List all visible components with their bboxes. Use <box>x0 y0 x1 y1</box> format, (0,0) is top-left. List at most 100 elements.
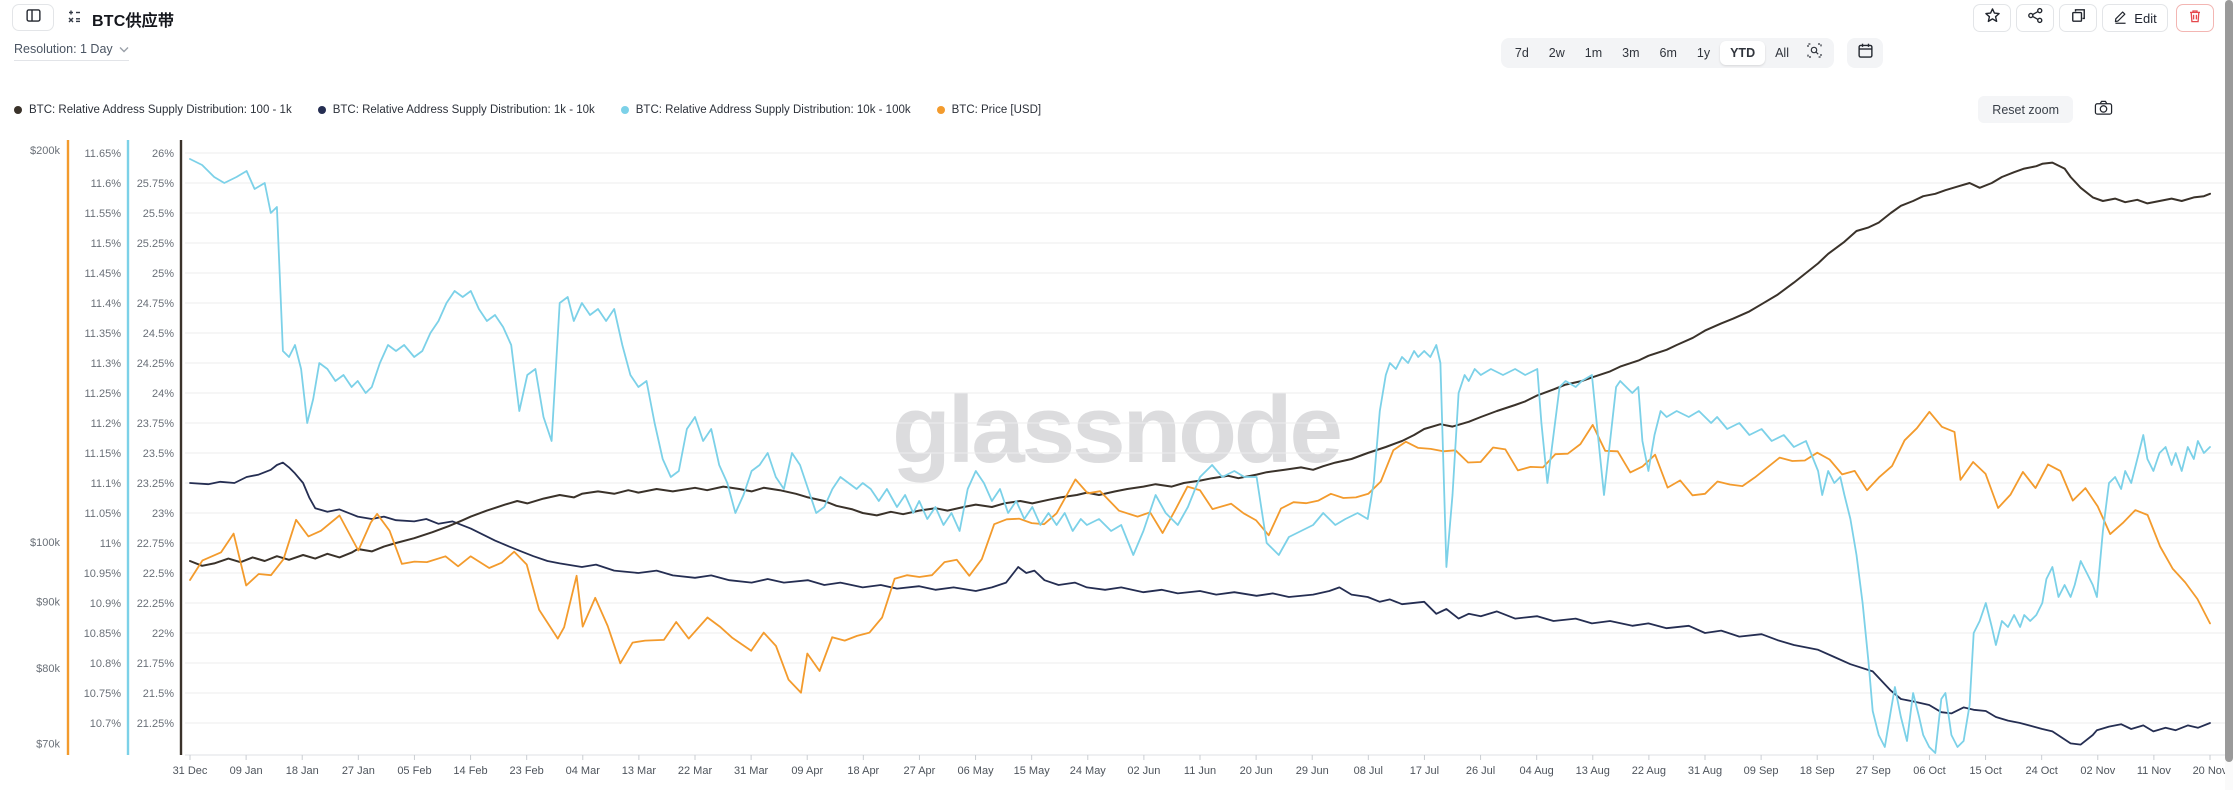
x-axis-label: 22 Aug <box>1632 765 1666 777</box>
calendar-icon <box>1857 42 1874 64</box>
y-axis-label: 11.3% <box>91 358 122 370</box>
grid-lines <box>185 152 2226 724</box>
y-axis-label: 22.25% <box>137 598 175 610</box>
legend-item[interactable]: BTC: Relative Address Supply Distributio… <box>317 104 595 116</box>
y-axis-label: 24.5% <box>143 328 174 340</box>
y-axis-label: 11.25% <box>85 388 122 400</box>
axis-labels: $200k $100k $90k $80k $70k 11.65% 11.6% 11.55% 1… <box>30 145 2228 777</box>
legend-item[interactable]: BTC: Price [USD] <box>936 104 1042 116</box>
scrollbar-thumb[interactable] <box>2225 0 2233 762</box>
range-button-2w[interactable]: 2w <box>1548 46 1565 60</box>
legend-label: BTC: Relative Address Supply Distributio… <box>332 104 595 116</box>
scrollbar[interactable] <box>2225 0 2233 790</box>
y-axis-label: $90k <box>36 597 60 609</box>
y-axis-label: 21.25% <box>137 718 175 730</box>
chevron-down-icon <box>119 42 129 56</box>
y-axis-label: 11% <box>100 538 121 550</box>
y-axis-label: 10.7% <box>90 718 121 730</box>
range-button-7d[interactable]: 7d <box>1514 46 1529 60</box>
share-icon <box>2027 7 2044 29</box>
edit-button[interactable]: Edit <box>2102 4 2168 32</box>
x-axis-label: 02 Jun <box>1127 765 1160 777</box>
x-axis-label: 15 May <box>1014 765 1051 777</box>
camera-icon <box>2094 98 2113 122</box>
y-axis-label: 23.75% <box>137 418 175 430</box>
x-axis-label: 26 Jul <box>1466 765 1495 777</box>
x-axis-label: 09 Sep <box>1744 765 1779 777</box>
range-button-1y[interactable]: 1y <box>1696 46 1711 60</box>
reset-zoom-label: Reset zoom <box>1992 102 2059 117</box>
x-axis-label: 11 Jun <box>1184 765 1216 777</box>
y-axis-label: 21.5% <box>143 688 174 700</box>
legend-item[interactable]: BTC: Relative Address Supply Distributio… <box>620 104 911 116</box>
y-axis-label: 11.35% <box>85 328 122 340</box>
x-axis-label: 04 Mar <box>566 765 601 777</box>
y-axis-label: 23.5% <box>143 448 174 460</box>
y-axis-label: 11.4% <box>91 298 122 310</box>
y-axis-label: 11.2% <box>91 418 122 430</box>
copy-icon <box>2070 7 2087 29</box>
y-axis-label: $80k <box>36 663 60 675</box>
y-axis-label: 25.75% <box>137 178 175 190</box>
duplicate-button[interactable] <box>2059 4 2097 32</box>
series-line <box>189 161 2211 567</box>
x-axis-label: 09 Jan <box>230 765 263 777</box>
edit-label: Edit <box>2134 10 2157 26</box>
sidebar-toggle-button[interactable] <box>12 4 54 31</box>
series-line <box>189 410 2211 694</box>
y-axis-label: $200k <box>30 145 60 157</box>
resolution-dropdown[interactable]: Resolution: 1 Day <box>14 42 129 61</box>
x-axis-label: 23 Feb <box>510 765 544 777</box>
y-axis-label: 25.5% <box>143 208 174 220</box>
y-axis-label: $70k <box>36 739 60 751</box>
panel-icon <box>25 7 42 29</box>
legend-label: BTC: Price [USD] <box>951 104 1042 116</box>
y-axis-label: 10.75% <box>84 688 122 700</box>
y-axis-label: 11.65% <box>85 148 122 160</box>
camera-button[interactable] <box>2091 98 2115 122</box>
x-axis-label: 27 Apr <box>904 765 936 777</box>
x-axis-label: 13 Mar <box>622 765 657 777</box>
legend-item[interactable]: BTC: Relative Address Supply Distributio… <box>14 104 292 116</box>
y-axis-label: 22.75% <box>137 538 175 550</box>
chart-canvas[interactable]: glassnode $200k $100k $90k $80k $70k 11.65% 11… <box>0 130 2233 790</box>
calendar-button[interactable] <box>1847 38 1883 68</box>
range-button-3m[interactable]: 3m <box>1622 46 1640 60</box>
zoom-area-icon <box>1807 43 1822 63</box>
header: BTC供应带 <box>0 0 2233 34</box>
x-axis-label: 29 Jun <box>1296 765 1329 777</box>
y-axis-label: 26% <box>152 148 174 160</box>
legend-dot <box>317 106 326 114</box>
zoom-area-button[interactable] <box>1799 39 1830 67</box>
x-axis-label: 31 Mar <box>734 765 769 777</box>
favorite-button[interactable] <box>1973 4 2011 32</box>
x-axis-label: 17 Jul <box>1410 765 1439 777</box>
x-axis-label: 06 May <box>958 765 995 777</box>
legend-dot <box>620 106 629 114</box>
range-button-all[interactable]: All <box>1775 46 1789 60</box>
series-line <box>189 461 2211 746</box>
x-axis-label: 27 Jan <box>342 765 375 777</box>
delete-button[interactable] <box>2176 4 2214 32</box>
x-axis-label: 13 Aug <box>1576 765 1610 777</box>
x-axis-label: 09 Apr <box>791 765 823 777</box>
x-axis-label: 31 Dec <box>173 765 208 777</box>
y-axis-label: 22.5% <box>143 568 174 580</box>
x-axis-label: 18 Apr <box>847 765 879 777</box>
y-axis-label: 10.8% <box>90 658 121 670</box>
y-axis-label: 23% <box>152 508 174 520</box>
x-axis-label: 14 Feb <box>453 765 487 777</box>
formula-icon[interactable] <box>66 8 82 24</box>
series-lines <box>189 158 2211 754</box>
y-axis-label: 25.25% <box>137 238 175 250</box>
legend: BTC: Relative Address Supply Distributio… <box>14 96 1041 124</box>
range-button-1m[interactable]: 1m <box>1584 46 1603 60</box>
axis-lines <box>66 140 2226 760</box>
resolution-label: Resolution: 1 Day <box>14 42 113 56</box>
reset-zoom-button[interactable]: Reset zoom <box>1978 96 2073 123</box>
share-button[interactable] <box>2016 4 2054 32</box>
range-button-6m[interactable]: 6m <box>1659 46 1677 60</box>
y-axis-label: 11.15% <box>85 448 122 460</box>
range-button-ytd[interactable]: YTD <box>1720 41 1766 65</box>
